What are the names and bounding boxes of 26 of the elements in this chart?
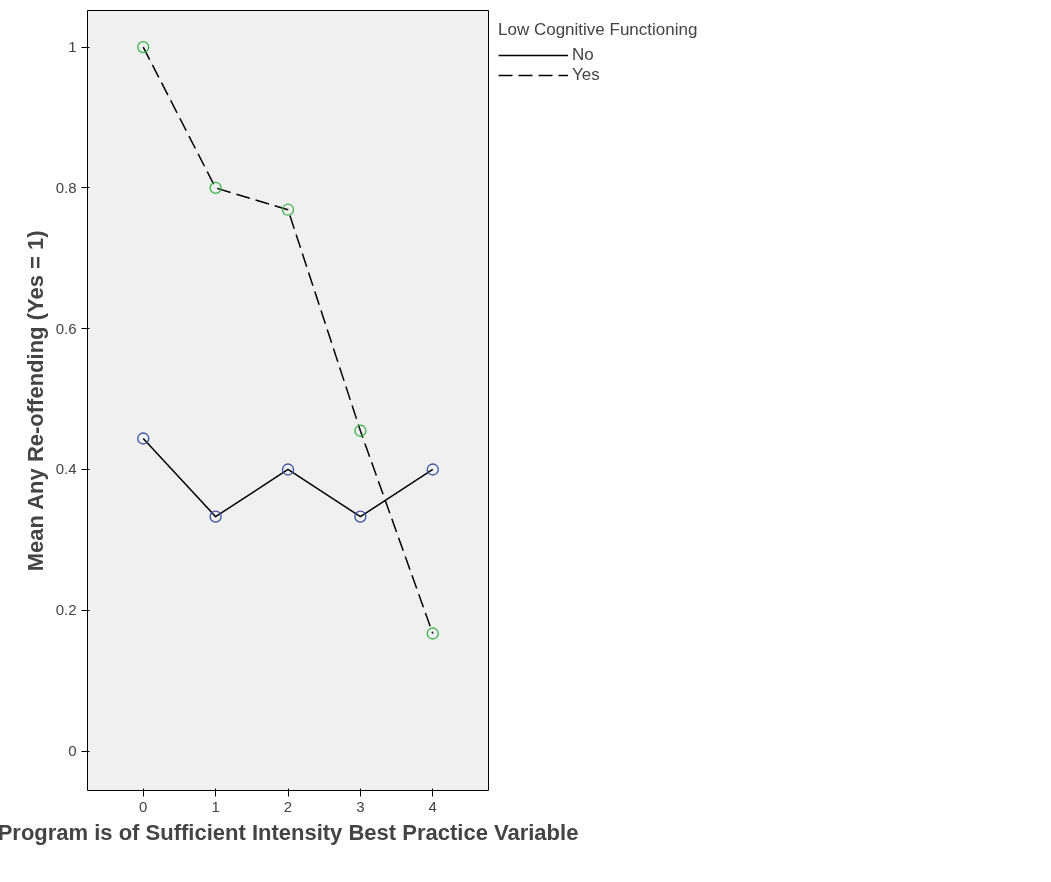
point — [281, 203, 295, 216]
y-tick-label: 0.2 — [55, 601, 77, 619]
point — [209, 181, 222, 195]
point — [281, 463, 295, 476]
y-tick-label: 0.4 — [55, 460, 77, 478]
y-tick-label: 0 — [68, 742, 77, 760]
y-tick-label: 1 — [68, 38, 77, 56]
x-tick-label: 1 — [211, 797, 220, 815]
point — [354, 510, 367, 523]
x-tick-label: 2 — [283, 797, 293, 815]
point — [354, 424, 367, 437]
x-tick-label: 4 — [428, 797, 437, 815]
point — [426, 463, 439, 476]
point — [137, 40, 150, 54]
legend-label: Yes — [572, 65, 600, 85]
point — [209, 510, 222, 523]
legend-label: No — [572, 45, 594, 65]
x-axis-title: Program is of Sufficient Intensity Best Practice Variable — [0, 819, 579, 845]
y-tick-label: 0.8 — [55, 178, 77, 196]
point — [426, 627, 439, 640]
x-tick-label: 0 — [139, 797, 148, 815]
point — [137, 432, 150, 445]
y-tick-label: 0.6 — [55, 319, 77, 337]
legend-title: Low Cognitive Functioning — [498, 20, 698, 40]
x-tick-label: 3 — [356, 797, 365, 815]
y-axis-title: Mean Any Re-offending (Yes = 1) — [22, 230, 48, 572]
